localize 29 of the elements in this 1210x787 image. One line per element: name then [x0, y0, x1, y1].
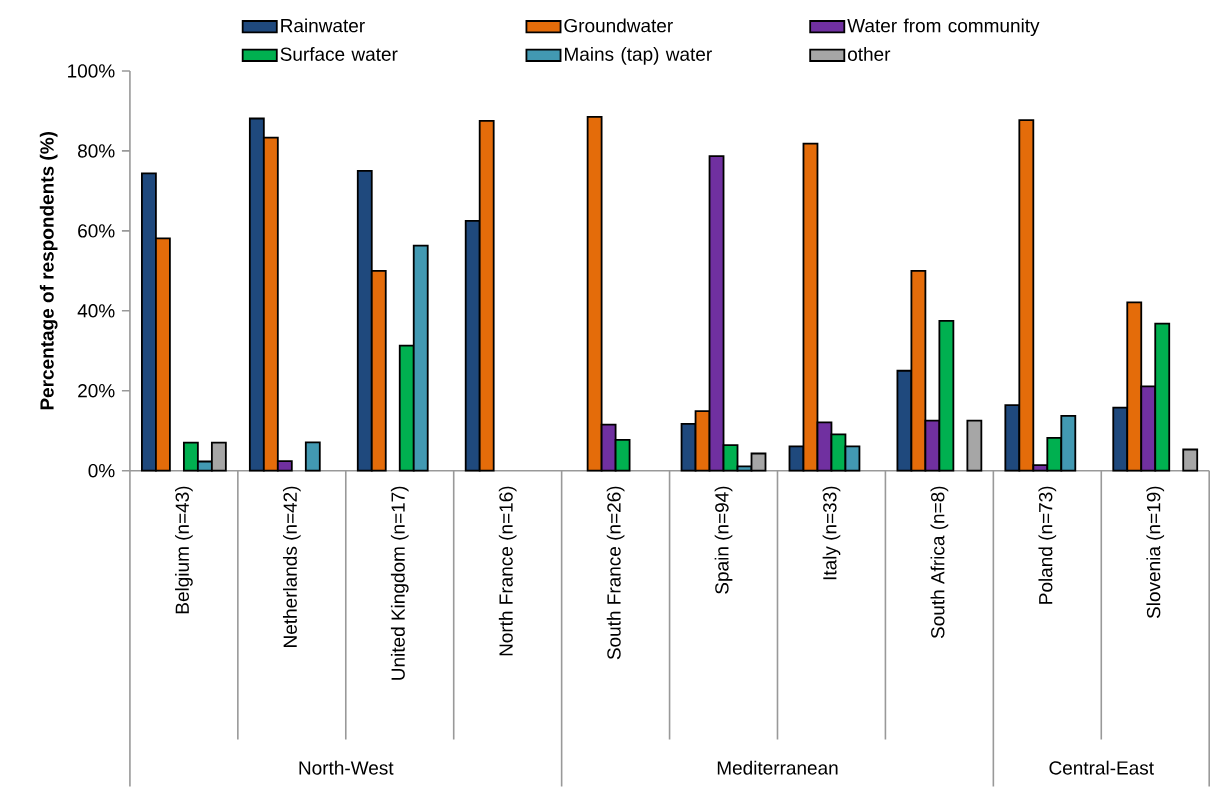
y-tick-label: 100% [68, 64, 115, 78]
text: Mediterranean [717, 760, 838, 775]
y-tick-label: 0% [88, 463, 115, 478]
x-tick-label: Netherlands (n=42) [282, 486, 301, 647]
x-tick-label: Slovenia (n=19) [1146, 486, 1165, 618]
x-tick-label: South France (n=26) [606, 486, 625, 660]
x-tick-label: South Africa (n=8) [930, 486, 949, 638]
text: Central-East [1049, 760, 1154, 775]
x-tick-label: North France (n=16) [498, 486, 517, 656]
x-tick-label: Spain (n=94) [714, 486, 733, 594]
text: North-West [299, 760, 394, 775]
y-tick-label: 80% [78, 144, 115, 158]
legend-label: other [847, 46, 891, 61]
legend-label: Mains (tap) water [565, 46, 712, 65]
legend-label: Surface water [280, 46, 398, 61]
bar [966, 419, 983, 472]
bar [304, 441, 321, 472]
legend-label: Rainwater [281, 18, 365, 33]
bar [1182, 448, 1199, 472]
y-tick-label: 40% [77, 303, 115, 318]
y-tick-label: 60% [78, 223, 115, 238]
x-tick-label: Poland (n=73) [1038, 486, 1057, 604]
x-tick-label: United Kingdom (n=17) [390, 486, 409, 680]
legend-label: Groundwater [564, 18, 673, 33]
x-tick-label: Belgium (n=43) [175, 486, 193, 613]
y-axis-title: Percentage of respondents (%) [39, 131, 58, 410]
x-tick-label: Italy (n=33) [822, 486, 841, 580]
legend-label: Water from community [847, 18, 1040, 36]
y-tick-label: 20% [78, 383, 115, 398]
